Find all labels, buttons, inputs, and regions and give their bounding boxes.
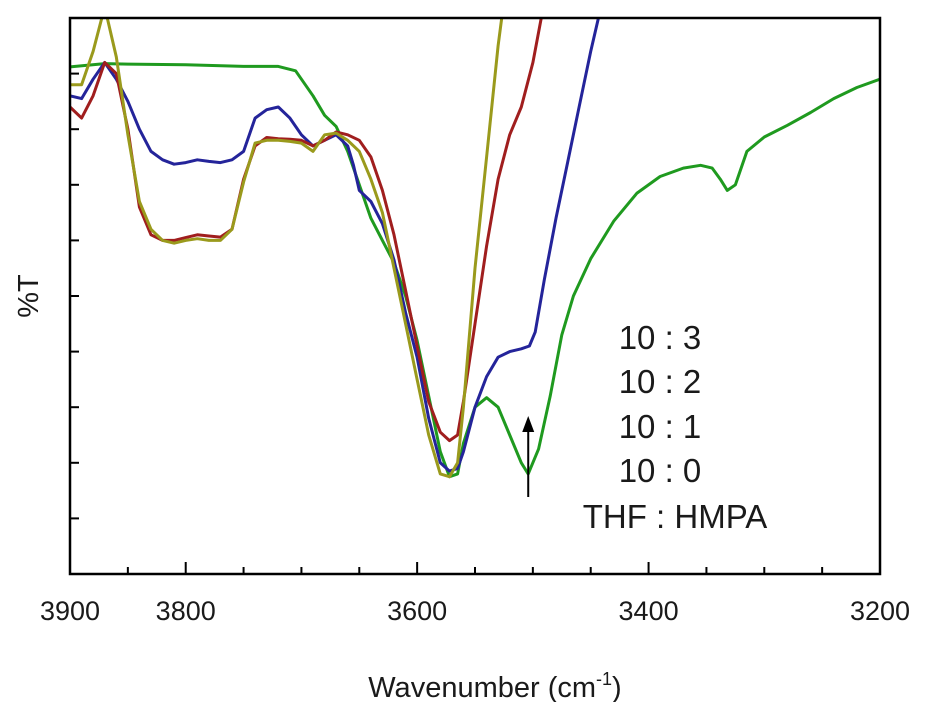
series-line-1 <box>70 62 880 479</box>
ticks-layer: 3900 3800 3600 3400 3200 <box>40 72 910 626</box>
x-tick-label-2: 3800 <box>156 596 216 626</box>
series-line-2 <box>70 18 600 473</box>
x-tick-label-4: 3400 <box>619 596 679 626</box>
legend: 10 : 3 10 : 2 10 : 1 10 : 0 THF : HMPA <box>583 319 768 535</box>
legend-header: THF : HMPA <box>583 498 768 535</box>
x-axis-title-close: ) <box>612 672 622 702</box>
series-line-3 <box>70 18 543 443</box>
y-axis-title: %T <box>13 274 45 318</box>
peak-arrow <box>522 416 535 497</box>
x-tick-label-5: 3200 <box>850 596 910 626</box>
legend-entry-1: 10 : 3 <box>619 319 702 356</box>
x-axis-title-main: Wavenumber (cm <box>368 672 596 702</box>
series-line-4 <box>70 18 504 479</box>
annotation-layer <box>522 416 535 497</box>
x-axis-title-sup: -1 <box>596 669 612 689</box>
plot-frame <box>68 16 882 576</box>
legend-entry-2: 10 : 2 <box>619 363 702 400</box>
peak-arrow-head <box>522 416 535 432</box>
legend-entry-3: 10 : 1 <box>619 408 702 445</box>
series-layer <box>70 18 880 479</box>
x-tick-label-1: 3900 <box>40 596 100 626</box>
legend-entry-4: 10 : 0 <box>619 452 702 489</box>
x-tick-label-3: 3600 <box>387 596 447 626</box>
x-axis-title: Wavenumber (cm-1) <box>368 669 621 702</box>
